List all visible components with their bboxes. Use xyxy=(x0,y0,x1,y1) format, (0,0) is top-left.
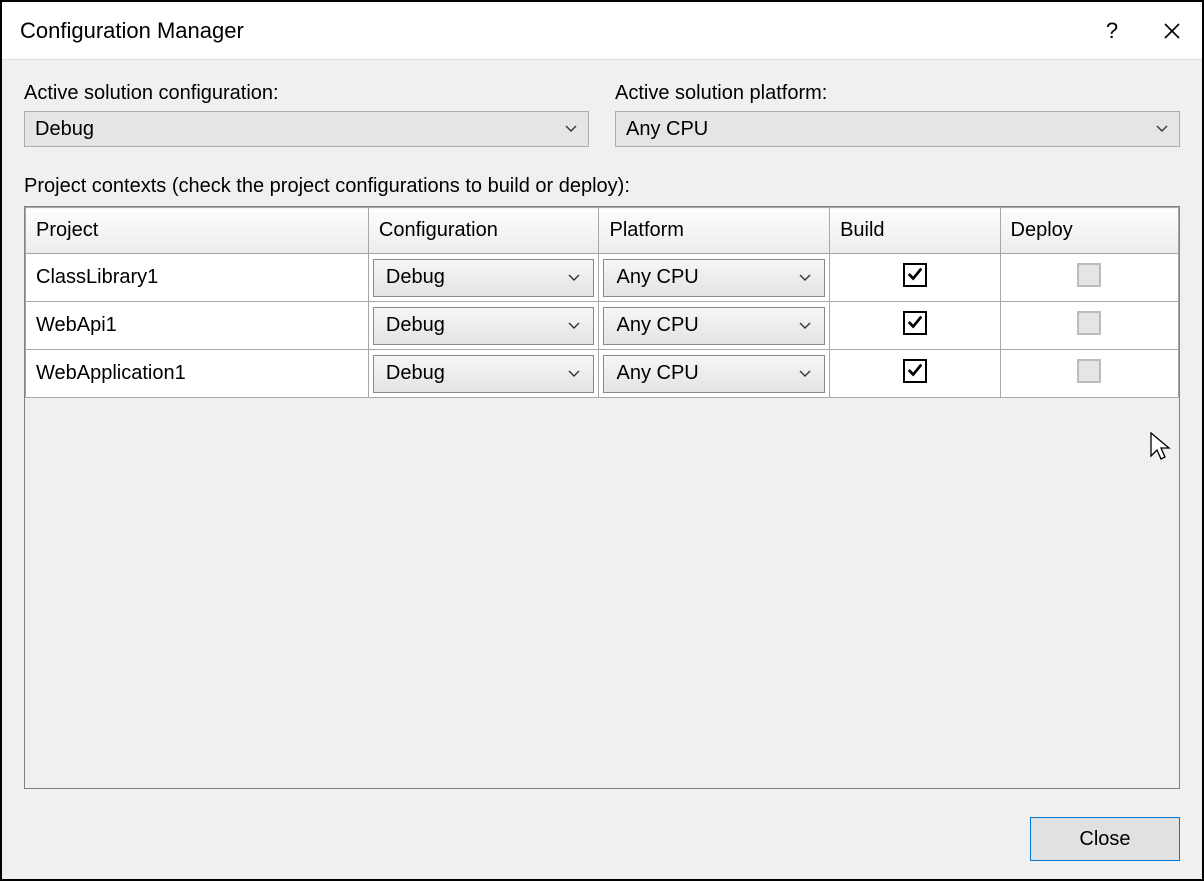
build-checkbox[interactable] xyxy=(903,359,927,383)
col-header-project[interactable]: Project xyxy=(26,208,369,254)
chevron-down-icon xyxy=(796,317,814,335)
col-header-platform[interactable]: Platform xyxy=(599,208,830,254)
close-icon xyxy=(1163,22,1181,40)
active-config-label: Active solution configuration: xyxy=(24,82,589,105)
platform-value: Any CPU xyxy=(616,314,796,337)
deploy-cell xyxy=(1000,350,1178,398)
active-platform-select[interactable]: Any CPU xyxy=(615,111,1180,147)
window-title: Configuration Manager xyxy=(20,18,1082,44)
active-config-select[interactable]: Debug xyxy=(24,111,589,147)
chevron-down-icon xyxy=(565,317,583,335)
configuration-select[interactable]: Debug xyxy=(373,259,595,297)
project-name-cell: WebApi1 xyxy=(26,302,369,350)
table-row: WebApplication1 Debug Any CPU xyxy=(26,350,1179,398)
configuration-cell: Debug xyxy=(368,254,599,302)
build-cell xyxy=(830,302,1000,350)
active-config-group: Active solution configuration: Debug xyxy=(24,82,589,147)
build-checkbox[interactable] xyxy=(903,263,927,287)
configuration-value: Debug xyxy=(386,266,566,289)
build-cell xyxy=(830,350,1000,398)
help-button[interactable]: ? xyxy=(1082,2,1142,60)
close-button[interactable]: Close xyxy=(1030,817,1180,861)
configuration-value: Debug xyxy=(386,314,566,337)
build-cell xyxy=(830,254,1000,302)
project-name-cell: WebApplication1 xyxy=(26,350,369,398)
chevron-down-icon xyxy=(565,365,583,383)
grid-empty-area xyxy=(25,398,1179,788)
table-row: ClassLibrary1 Debug Any CPU xyxy=(26,254,1179,302)
close-window-button[interactable] xyxy=(1142,2,1202,60)
project-name-cell: ClassLibrary1 xyxy=(26,254,369,302)
chevron-down-icon xyxy=(796,365,814,383)
table-row: WebApi1 Debug Any CPU xyxy=(26,302,1179,350)
chevron-down-icon xyxy=(796,269,814,287)
platform-cell: Any CPU xyxy=(599,350,830,398)
project-contexts-label: Project contexts (check the project conf… xyxy=(24,175,1180,198)
active-platform-group: Active solution platform: Any CPU xyxy=(615,82,1180,147)
platform-cell: Any CPU xyxy=(599,302,830,350)
col-header-deploy[interactable]: Deploy xyxy=(1000,208,1178,254)
platform-value: Any CPU xyxy=(616,362,796,385)
solution-selectors-row: Active solution configuration: Debug Act… xyxy=(24,82,1180,147)
table-header-row: Project Configuration Platform Build Dep… xyxy=(26,208,1179,254)
deploy-checkbox xyxy=(1077,311,1101,335)
deploy-cell xyxy=(1000,302,1178,350)
deploy-checkbox xyxy=(1077,359,1101,383)
platform-select[interactable]: Any CPU xyxy=(603,259,825,297)
configuration-cell: Debug xyxy=(368,302,599,350)
col-header-configuration[interactable]: Configuration xyxy=(368,208,599,254)
titlebar: Configuration Manager ? xyxy=(2,2,1202,60)
close-button-label: Close xyxy=(1079,828,1130,851)
help-icon: ? xyxy=(1106,18,1118,44)
chevron-down-icon xyxy=(1153,120,1171,138)
configuration-cell: Debug xyxy=(368,350,599,398)
platform-select[interactable]: Any CPU xyxy=(603,355,825,393)
col-header-build[interactable]: Build xyxy=(830,208,1000,254)
configuration-manager-dialog: Configuration Manager ? Active solution … xyxy=(0,0,1204,881)
chevron-down-icon xyxy=(562,120,580,138)
deploy-cell xyxy=(1000,254,1178,302)
dialog-footer: Close xyxy=(24,789,1180,861)
project-contexts-grid: Project Configuration Platform Build Dep… xyxy=(24,206,1180,789)
platform-select[interactable]: Any CPU xyxy=(603,307,825,345)
platform-cell: Any CPU xyxy=(599,254,830,302)
active-platform-value: Any CPU xyxy=(626,118,1153,141)
project-contexts-table: Project Configuration Platform Build Dep… xyxy=(25,207,1179,398)
build-checkbox[interactable] xyxy=(903,311,927,335)
platform-value: Any CPU xyxy=(616,266,796,289)
configuration-select[interactable]: Debug xyxy=(373,307,595,345)
dialog-body: Active solution configuration: Debug Act… xyxy=(2,60,1202,879)
active-config-value: Debug xyxy=(35,118,562,141)
configuration-select[interactable]: Debug xyxy=(373,355,595,393)
active-platform-label: Active solution platform: xyxy=(615,82,1180,105)
deploy-checkbox xyxy=(1077,263,1101,287)
chevron-down-icon xyxy=(565,269,583,287)
configuration-value: Debug xyxy=(386,362,566,385)
